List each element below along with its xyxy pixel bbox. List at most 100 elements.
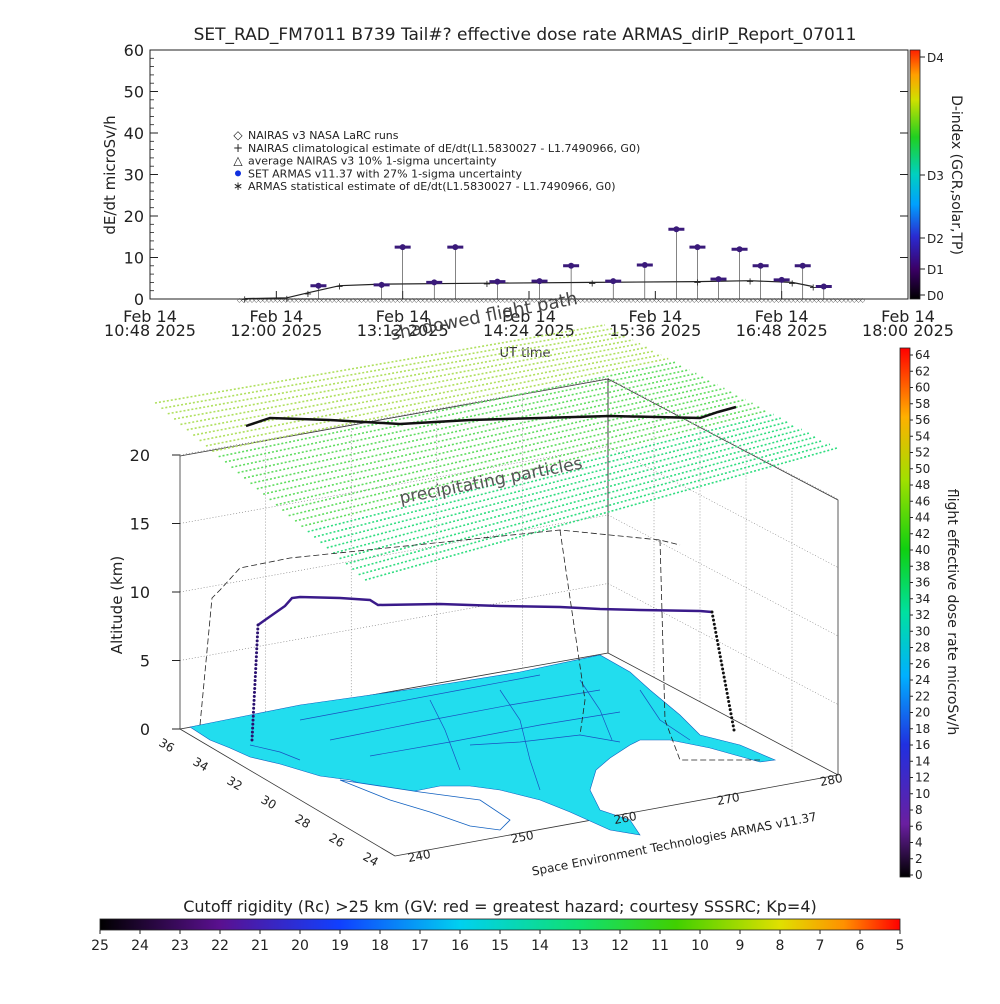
- legend-label: NAIRAS v3 NASA LaRC runs: [248, 129, 399, 142]
- nairas-run-marker: ◇: [246, 297, 251, 304]
- dose-tick-label: 36: [915, 576, 930, 590]
- y-tick-label: 0: [134, 290, 144, 309]
- nairas-climatological-point: +: [304, 289, 312, 300]
- nairas-run-marker: ◇: [448, 297, 453, 304]
- dose-tick-label: 32: [915, 608, 930, 622]
- x-tick-label: 12:00 2025: [230, 321, 322, 340]
- armas-point: [378, 281, 385, 288]
- particle-band: [364, 447, 838, 581]
- nairas-run-marker: ◇: [376, 297, 381, 304]
- nairas-run-marker: ◇: [241, 297, 246, 304]
- altitude-tick-label: 10: [130, 583, 150, 602]
- ascent-point: [252, 698, 256, 702]
- rc-tick-label: 12: [611, 938, 629, 954]
- rc-tick-label: 23: [171, 938, 189, 954]
- altitude-tick-label: 20: [130, 446, 150, 465]
- ascent-point: [250, 738, 254, 742]
- nairas-run-marker: ◇: [368, 297, 373, 304]
- legend-label: ARMAS statistical estimate of dE/dt(L1.5…: [248, 180, 615, 193]
- dose-tick-label: 60: [915, 381, 930, 395]
- dose-tick-label: 20: [915, 706, 930, 720]
- ascent-point: [256, 627, 260, 631]
- particle-band: [320, 421, 788, 544]
- latitude-tick-label: 30: [259, 792, 279, 812]
- nairas-run-marker: ◇: [675, 297, 680, 304]
- rc-tick-label: 14: [531, 938, 549, 954]
- descent-point: [715, 634, 719, 638]
- nairas-run-marker: ◇: [679, 297, 684, 304]
- flight-track: [257, 595, 713, 627]
- nairas-run-marker: ◇: [587, 297, 592, 304]
- precipitating-particles-layer: [154, 324, 838, 581]
- top-series: ◇ ◇ ◇ ◇ ◇ ◇ ◇ ◇ ◇ ◇ ◇ ◇ ◇ ◇ ◇ ◇ ◇ ◇ ◇ ◇ ◇ ◇ ◇ ◇ ◇ ◇ ◇ ◇ ◇ ◇ ◇ ◇ ◇ ◇ ◇ ◇ ◇ ◇ ◇ ◇…: [237, 226, 865, 306]
- rc-tick-label: 22: [211, 938, 229, 954]
- ascent-point: [254, 663, 258, 667]
- nairas-run-marker: ◇: [452, 297, 457, 304]
- descent-point: [718, 651, 722, 655]
- nairas-run-marker: ◇: [780, 297, 785, 304]
- nairas-run-marker: ◇: [637, 297, 642, 304]
- x-tick-label: 18:00 2025: [862, 321, 954, 340]
- y-tick-label: 30: [124, 166, 144, 185]
- nairas-run-marker: ◇: [300, 297, 305, 304]
- cutoff-rigidity-ticks: 25 24 23 22 21 20 19 18 17 16 15 14 13 12 11 10 9 8 7 6 5: [91, 930, 904, 954]
- nairas-run-marker: ◇: [380, 297, 385, 304]
- dose-tick-label: 26: [915, 657, 930, 671]
- nairas-run-marker: ◇: [743, 297, 748, 304]
- armas-point: [715, 276, 722, 283]
- ascent-point: [252, 694, 256, 698]
- particle-band: [345, 436, 817, 565]
- descent-point: [711, 614, 715, 618]
- particle-band: [352, 439, 824, 571]
- nairas-run-marker: ◇: [700, 297, 705, 304]
- nairas-run-marker: ◇: [726, 297, 731, 304]
- armas-point: [610, 278, 617, 285]
- legend: ◇ NAIRAS v3 NASA LaRC runs + NAIRAS climato…: [233, 128, 640, 193]
- ascent-point: [251, 726, 255, 730]
- nairas-run-marker: ◇: [688, 297, 693, 304]
- dose-tick-label: 0: [915, 868, 923, 882]
- nairas-run-marker: ◇: [785, 297, 790, 304]
- ascent-point: [255, 643, 259, 647]
- particle-band: [339, 432, 810, 560]
- descent-point: [726, 695, 730, 699]
- dose-tick-label: 44: [915, 511, 930, 525]
- cutoff-rigidity-colorbar: [99, 918, 901, 931]
- dose-tick-label: 22: [915, 689, 930, 703]
- latitude-tick-label: 24: [361, 849, 381, 869]
- rc-tick-label: 16: [451, 938, 469, 954]
- ascent-point: [253, 682, 257, 686]
- nairas-run-marker: ◇: [768, 297, 773, 304]
- rc-tick-label: 8: [776, 938, 785, 954]
- nairas-run-marker: ◇: [612, 297, 617, 304]
- armas-point: [431, 279, 438, 286]
- particle-band: [250, 380, 711, 485]
- y-tick-label: 50: [124, 83, 144, 102]
- nairas-run-marker: ◇: [275, 297, 280, 304]
- nairas-run-marker: ◇: [650, 297, 655, 304]
- nairas-run-marker: ◇: [258, 297, 263, 304]
- nairas-run-marker: ◇: [755, 297, 760, 304]
- top-y-axis: 0 10 20 30 40 50 60: [124, 41, 908, 309]
- latitude-axis: 36 34 32 30 28 26 24: [157, 735, 381, 869]
- nairas-run-marker: ◇: [654, 297, 659, 304]
- longitude-tick-label: 250: [510, 828, 535, 846]
- particle-band: [180, 339, 634, 426]
- descent-point: [718, 655, 722, 659]
- ascent-point: [254, 655, 258, 659]
- rc-tick-label: 11: [651, 938, 669, 954]
- nairas-run-marker: ◇: [288, 297, 293, 304]
- armas-point: [799, 262, 806, 269]
- dose-tick-label: 46: [915, 494, 930, 508]
- longitude-tick-label: 240: [407, 847, 432, 865]
- nairas-run-marker: ◇: [620, 297, 625, 304]
- altitude-tick-label: 0: [140, 720, 150, 739]
- d-index-tick-label: D2: [927, 232, 944, 246]
- altitude-axis: 0 5 10 15 20: [130, 446, 180, 739]
- x-tick-label: 14:24 2025: [483, 321, 575, 340]
- altitude-tick-label: 5: [140, 652, 150, 671]
- credit-text: Space Environment Technologies ARMAS v11…: [531, 810, 818, 879]
- dose-tick-label: 34: [915, 592, 930, 606]
- nairas-run-marker: ◇: [494, 297, 499, 304]
- nairas-run-marker: ◇: [814, 297, 819, 304]
